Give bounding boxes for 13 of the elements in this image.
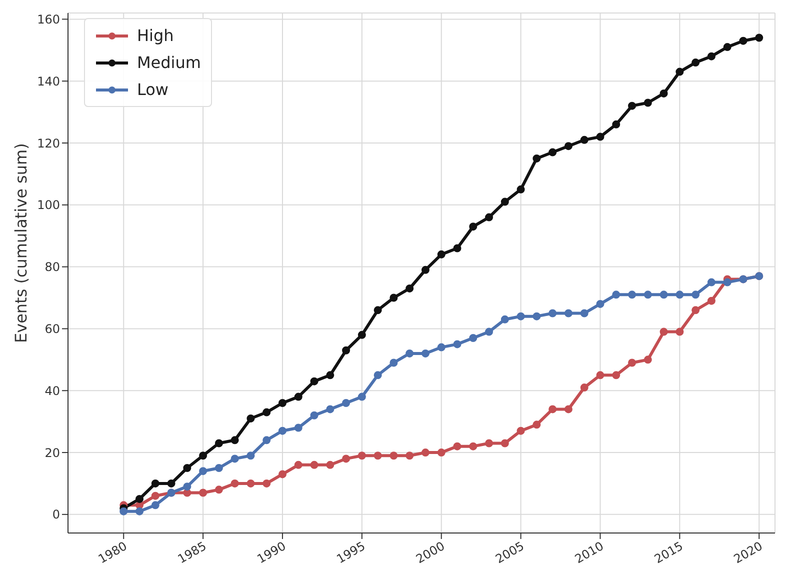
y-tick-label: 100 (37, 198, 60, 212)
y-axis-title: Events (cumulative sum) (12, 143, 31, 343)
y-tick-label: 0 (52, 508, 60, 522)
y-tick-label: 140 (37, 74, 60, 88)
legend-label: Low (137, 80, 169, 99)
y-tick-label: 160 (37, 12, 60, 26)
y-tick-label: 40 (44, 384, 60, 398)
y-tick-label: 20 (44, 446, 60, 460)
legend-label: High (137, 26, 174, 45)
y-tick-label: 60 (44, 322, 60, 336)
y-tick-label: 120 (37, 136, 60, 150)
y-tick-label: 80 (44, 260, 60, 274)
legend-label: Medium (137, 53, 201, 72)
